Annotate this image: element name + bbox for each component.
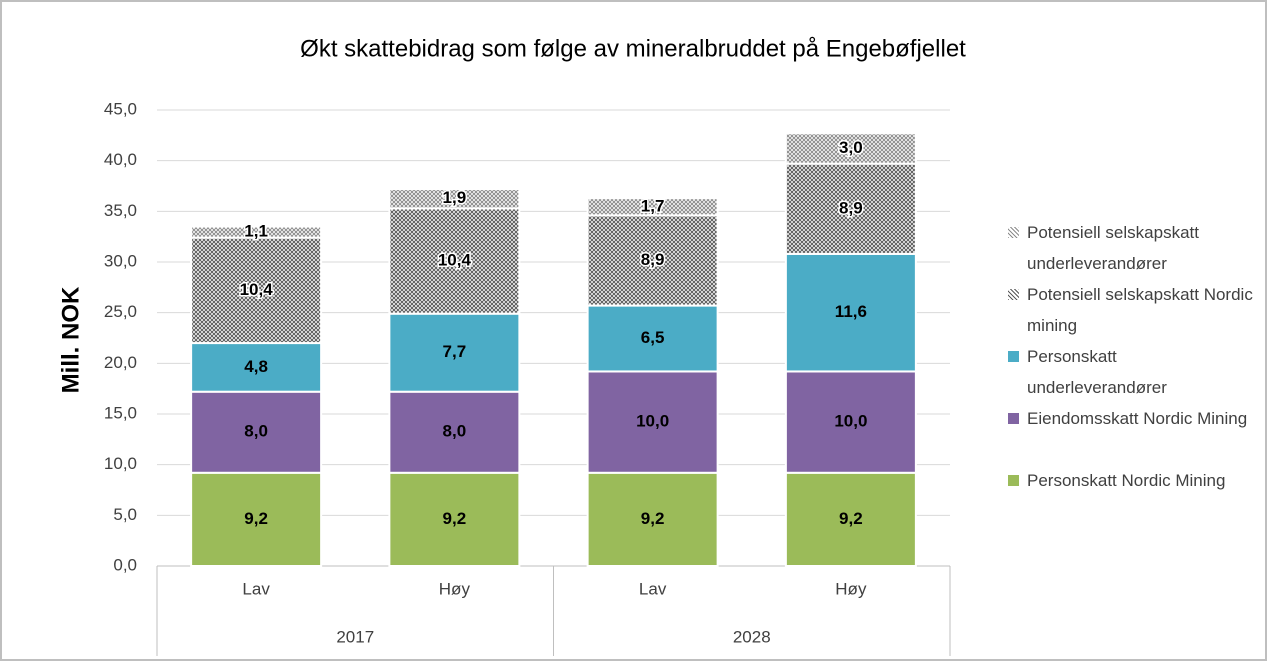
data-label: 11,6 xyxy=(835,302,867,321)
bar-segment xyxy=(586,304,719,373)
data-label: 9,2 xyxy=(839,509,863,528)
y-tick-label: 45,0 xyxy=(104,99,137,118)
bar-segment xyxy=(190,225,323,239)
legend-label: Personskatt Nordic Mining xyxy=(1027,471,1226,490)
data-label: 1,9 xyxy=(443,188,467,207)
data-label: 8,9 xyxy=(839,198,863,217)
bar-segment xyxy=(586,370,719,474)
bar-segment xyxy=(784,471,917,568)
data-label: 8,0 xyxy=(443,422,467,441)
legend-item: Personskatt Nordic Mining xyxy=(1008,465,1258,496)
data-label: 4,8 xyxy=(244,357,268,376)
y-tick-label: 15,0 xyxy=(104,403,137,422)
bar-segment xyxy=(784,132,917,165)
bar-segment xyxy=(190,342,323,393)
legend-label: Potensiell selskapskatt Nordic mining xyxy=(1027,285,1253,335)
data-label: 1,7 xyxy=(641,196,665,215)
legend-swatch xyxy=(1008,351,1019,362)
data-label: 10,4 xyxy=(240,280,274,299)
legend-label: Eiendomsskatt Nordic Mining xyxy=(1027,409,1248,428)
y-tick-label: 40,0 xyxy=(104,150,137,169)
group-label: 2017 xyxy=(336,627,374,646)
y-tick-label: 10,0 xyxy=(104,454,137,473)
legend-swatch xyxy=(1008,475,1019,486)
x-tick-label: Høy xyxy=(439,579,471,598)
data-label: 3,0 xyxy=(839,138,863,157)
legend-swatch xyxy=(1008,413,1019,424)
legend-swatch xyxy=(1008,227,1019,238)
bar-segment xyxy=(388,471,521,568)
x-tick-label: Høy xyxy=(835,579,867,598)
data-label: 10,4 xyxy=(438,250,472,269)
data-label: 1,1 xyxy=(244,222,268,241)
bar-segment xyxy=(586,197,719,217)
legend-label: Personskatt underleverandører xyxy=(1027,347,1167,397)
bar-segment xyxy=(190,390,323,474)
data-label: 8,0 xyxy=(244,422,268,441)
y-tick-label: 25,0 xyxy=(104,302,137,321)
bar-segment xyxy=(586,214,719,307)
bar-segment xyxy=(388,188,521,210)
data-label: 6,5 xyxy=(641,328,665,347)
bar-segment xyxy=(586,471,719,568)
data-label: 8,9 xyxy=(641,250,665,269)
legend-swatch xyxy=(1008,289,1019,300)
legend-label: Potensiell selskapskatt underleverandøre… xyxy=(1027,223,1199,273)
legend-item: Potensiell selskapskatt underleverandøre… xyxy=(1008,217,1258,279)
legend-item: Eiendomsskatt Nordic Mining xyxy=(1008,403,1258,434)
chart-title: Økt skattebidrag som følge av mineralbru… xyxy=(300,35,966,62)
y-tick-label: 35,0 xyxy=(104,201,137,220)
bar-segment xyxy=(388,390,521,474)
data-label: 9,2 xyxy=(443,509,467,528)
legend-item: Personskatt underleverandører xyxy=(1008,341,1258,403)
legend-item: Potensiell selskapskatt Nordic mining xyxy=(1008,279,1258,341)
group-label: 2028 xyxy=(733,627,771,646)
data-label: 9,2 xyxy=(641,509,665,528)
bar-segment xyxy=(388,207,521,315)
y-tick-label: 20,0 xyxy=(104,353,137,372)
data-label: 7,7 xyxy=(443,342,467,361)
x-tick-label: Lav xyxy=(639,579,667,598)
x-tick-label: Lav xyxy=(242,579,270,598)
bar-segment xyxy=(388,312,521,393)
y-tick-label: 5,0 xyxy=(113,505,137,524)
data-label: 10,0 xyxy=(834,412,867,431)
y-axis-title: Mill. NOK xyxy=(57,286,84,393)
data-label: 9,2 xyxy=(244,509,268,528)
y-tick-label: 30,0 xyxy=(104,251,137,270)
data-label: 10,0 xyxy=(636,412,669,431)
y-tick-label: 0,0 xyxy=(113,555,137,574)
